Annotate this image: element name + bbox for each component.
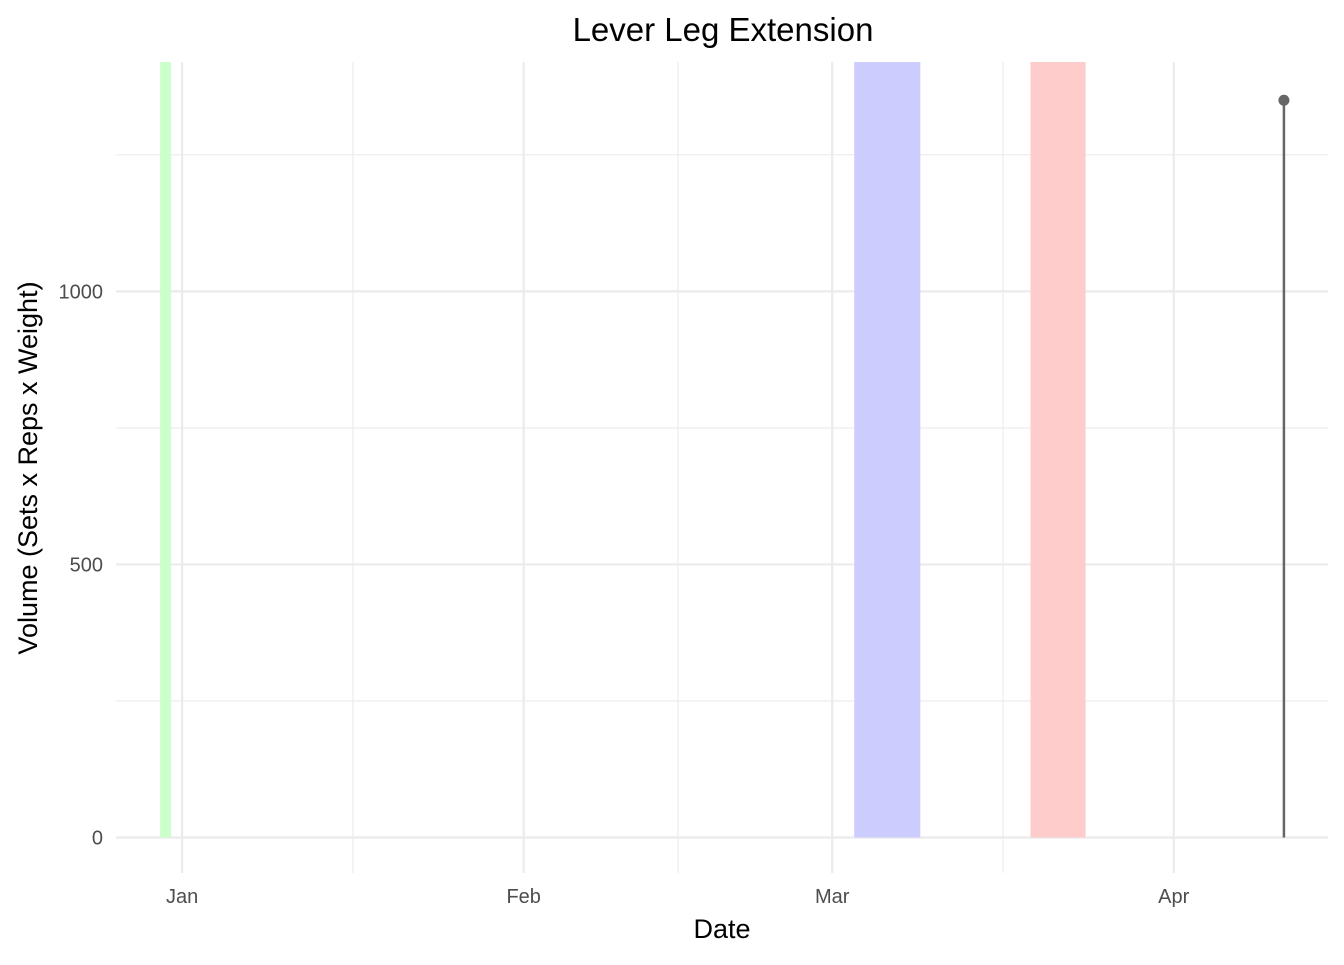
y-axis-title: Volume (Sets x Reps x Weight) <box>13 281 43 654</box>
data-marks <box>1278 94 1290 838</box>
chart-title: Lever Leg Extension <box>573 11 874 48</box>
x-tick-label: Jan <box>166 886 198 908</box>
data-point <box>1278 94 1290 106</box>
shaded-periods <box>160 62 1086 838</box>
x-tick-label: Apr <box>1158 886 1189 908</box>
x-tick-label: Feb <box>506 886 540 908</box>
shaded-period <box>160 62 172 838</box>
x-axis-title: Date <box>693 914 750 944</box>
y-tick-labels: 0 500 1000 <box>59 281 104 849</box>
x-tick-label: Mar <box>815 886 850 908</box>
major-gridlines <box>116 62 1328 873</box>
y-tick-label: 1000 <box>59 281 104 303</box>
minor-gridlines <box>116 62 1328 873</box>
shaded-period <box>1030 62 1086 838</box>
x-tick-labels: Jan Feb Mar Apr <box>166 886 1190 908</box>
shaded-period <box>854 62 921 838</box>
y-tick-label: 500 <box>70 554 103 576</box>
y-tick-label: 0 <box>92 828 103 850</box>
